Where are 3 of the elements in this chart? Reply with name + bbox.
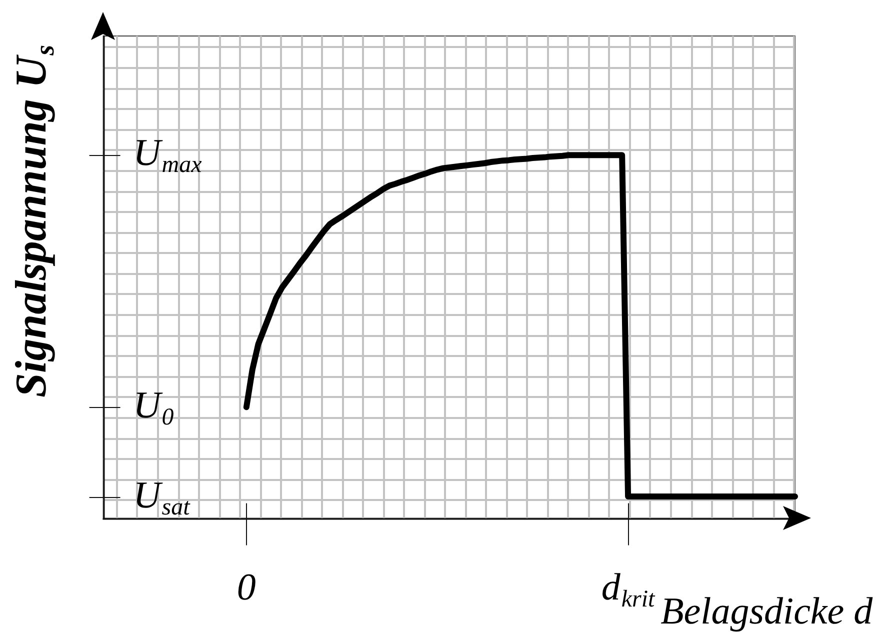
x-tick-label: 0 [236, 566, 256, 608]
y-axis-title: Signalspannung Us [6, 44, 60, 398]
x-axis-title: Belagsdicke d [660, 590, 874, 632]
